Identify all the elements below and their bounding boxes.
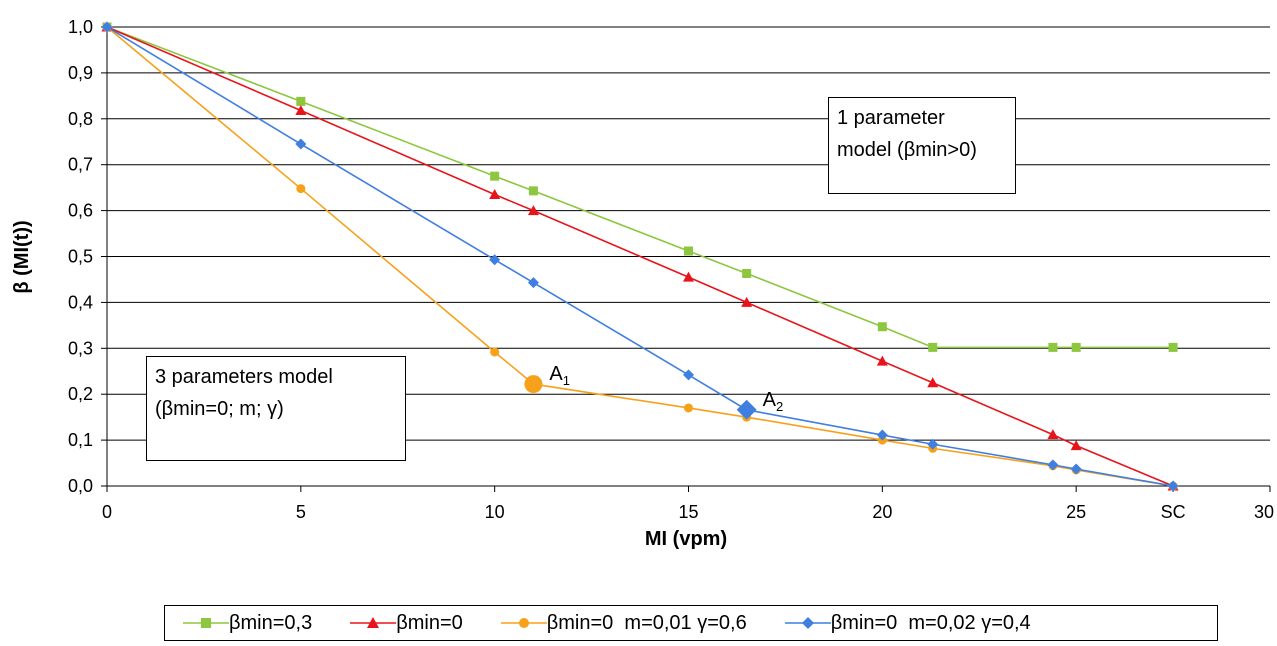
data-point-diamond <box>101 21 113 33</box>
legend-swatch-square <box>183 618 229 628</box>
y-tick-labels: 0,0 0,1 0,2 0,3 0,4 0,5 0,6 0,7 0,8 0,9 1,0 <box>68 17 93 496</box>
data-point-triangle <box>489 189 501 200</box>
data-point-circle <box>296 184 306 194</box>
y-tick-label: 0,5 <box>68 247 93 267</box>
annotation-line: 3 parameters model <box>155 366 333 388</box>
data-point-diamond <box>683 369 694 381</box>
data-point-circle <box>490 347 500 357</box>
data-point-triangle <box>683 271 694 282</box>
x-tick-label: 15 <box>678 502 698 522</box>
annotation-line: 1 parameter <box>837 107 945 129</box>
x-tick-label: 5 <box>296 502 306 522</box>
data-point-diamond <box>736 399 757 420</box>
data-point-square <box>490 171 500 181</box>
data-point-square <box>928 342 938 352</box>
legend-swatch-triangle <box>350 617 397 628</box>
annotation-three-parameters: 3 parameters model (βmin=0; m; γ) <box>146 356 406 461</box>
data-point-triangle <box>927 377 939 388</box>
highlight-label: A1 <box>549 363 570 388</box>
data-point-diamond <box>876 429 888 441</box>
y-tick-label: 0,1 <box>68 430 93 450</box>
data-point-square <box>1071 342 1081 352</box>
x-tick-label: 25 <box>1066 502 1086 522</box>
data-point-diamond <box>1047 459 1059 471</box>
data-point-diamond <box>295 138 307 150</box>
highlight-label: A2 <box>763 389 784 414</box>
y-tick-label: 0,7 <box>68 155 93 175</box>
data-point-square <box>296 96 306 106</box>
legend-item: βmin=0 m=0,01 γ=0,6 <box>500 611 747 635</box>
data-point-triangle <box>876 355 888 366</box>
highlight-subscript: 2 <box>776 399 783 414</box>
annotation-line: model (βmin>0) <box>837 139 977 161</box>
y-tick-label: 0,3 <box>68 338 93 358</box>
y-tick-label: 0,2 <box>68 384 93 404</box>
y-tick-label: 0,4 <box>68 292 93 312</box>
x-tick-label: 20 <box>872 502 892 522</box>
y-tick-label: 0,6 <box>68 201 93 221</box>
x-axis-title: MI (vpm) <box>645 528 727 550</box>
data-point-triangle <box>527 205 539 216</box>
data-point-diamond <box>1070 463 1082 475</box>
data-point-diamond <box>489 254 501 266</box>
y-axis-title: β (MI(t)) <box>11 220 33 293</box>
legend-item: βmin=0,3 <box>183 612 312 635</box>
x-tick-labels: 0 5 10 15 20 25 SC 30 <box>102 502 1274 522</box>
legend-label: βmin=0 m=0,02 γ=0,4 <box>830 611 1031 634</box>
data-point-square <box>1168 342 1178 352</box>
data-point-triangle <box>295 105 307 116</box>
data-point-square <box>742 268 752 278</box>
data-point-square <box>684 246 693 256</box>
legend-label: βmin=0 <box>396 611 463 634</box>
y-tick-label: 0,9 <box>68 63 93 83</box>
data-point-square <box>1048 342 1058 352</box>
axes <box>101 26 1271 492</box>
x-tick-label: 0 <box>102 502 112 522</box>
data-point-triangle <box>1070 440 1082 451</box>
x-tick-label: 10 <box>485 502 505 522</box>
annotation-one-parameter: 1 parameter model (βmin>0) <box>828 97 1016 194</box>
data-point-diamond <box>527 277 539 289</box>
x-tick-label: 30 <box>1254 502 1274 522</box>
data-point-triangle <box>741 296 753 307</box>
data-point-square <box>528 186 538 196</box>
y-tick-label: 0,8 <box>68 109 93 129</box>
data-point-square <box>877 322 887 332</box>
highlight-layer: A1 A2 <box>524 363 783 420</box>
legend-item: βmin=0 <box>350 612 463 635</box>
data-point-triangle <box>1047 429 1059 440</box>
highlight-subscript: 1 <box>563 373 570 388</box>
data-point-diamond <box>927 438 939 450</box>
y-tick-label: 1,0 <box>68 17 93 37</box>
legend-swatch-diamond <box>784 617 831 629</box>
y-tick-label: 0,0 <box>68 476 93 496</box>
legend: βmin=0,3 βmin=0 βmin=0 m=0,01 γ=0,6 βmin… <box>164 605 1218 641</box>
data-point-diamond <box>1167 480 1179 492</box>
data-point-circle <box>684 403 693 413</box>
legend-swatch-circle <box>500 618 547 628</box>
data-point-circle <box>524 375 543 394</box>
legend-label: βmin=0,3 <box>229 611 313 634</box>
x-tick-label: SC <box>1161 502 1186 522</box>
legend-item: βmin=0 m=0,02 γ=0,4 <box>784 611 1031 635</box>
legend-label: βmin=0 m=0,01 γ=0,6 <box>546 611 747 634</box>
annotation-line: (βmin=0; m; γ) <box>155 398 284 420</box>
